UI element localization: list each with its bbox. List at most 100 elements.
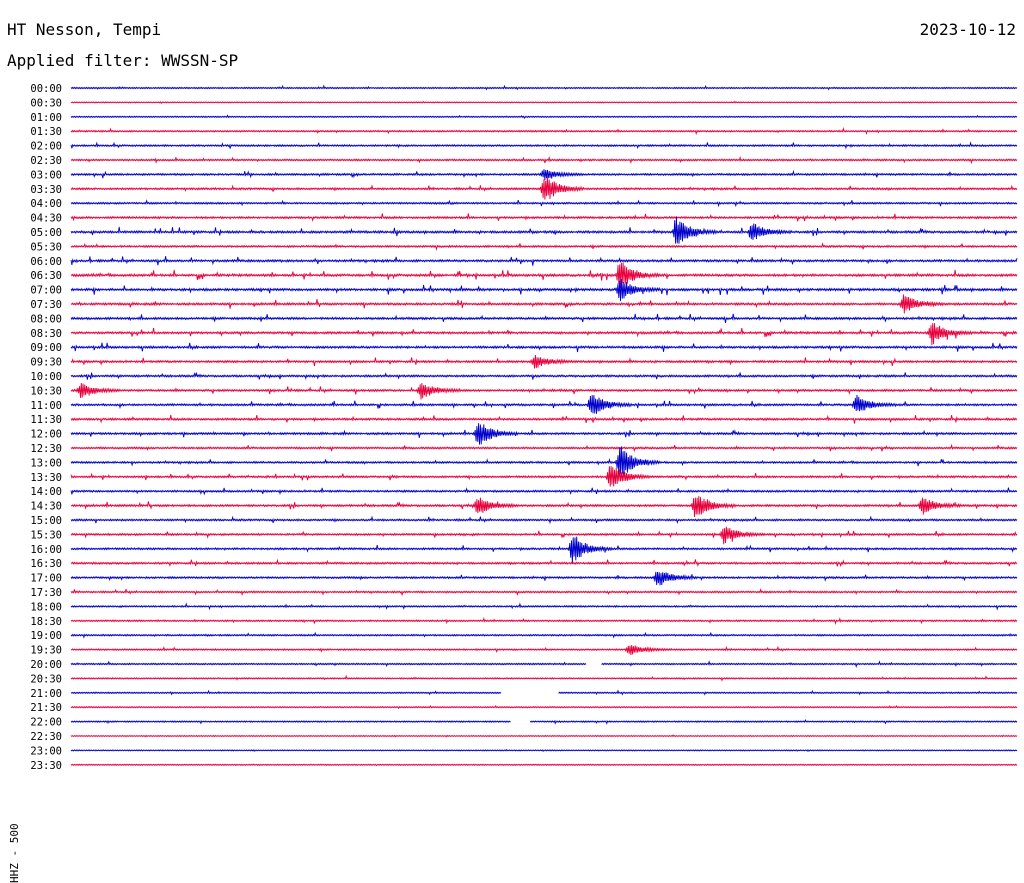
trace-line (70, 169, 1018, 180)
trace-line (70, 446, 1018, 476)
trace-line (70, 602, 1018, 611)
row-time-label: 19:00 (30, 630, 62, 642)
trace-line (70, 371, 1018, 381)
row-time-label: 11:30 (30, 414, 62, 426)
trace-line (70, 127, 1018, 136)
row-time-label: 22:30 (30, 731, 62, 743)
row-time-label: 21:30 (30, 702, 62, 714)
trace-line (70, 689, 1018, 696)
row-time-label: 15:30 (30, 529, 62, 541)
trace-line (70, 394, 1018, 414)
row-time-label: 09:00 (30, 342, 62, 354)
trace-line (70, 294, 1018, 314)
trace-line (70, 536, 1018, 564)
row-time-label: 18:00 (30, 601, 62, 613)
row-time-label: 01:00 (30, 112, 62, 124)
helicorder-page: HT Nesson, Tempi Applied filter: WWSSN-S… (7, 20, 1018, 883)
row-time-label: 14:30 (30, 501, 62, 513)
trace-line (70, 414, 1018, 424)
trace-line (70, 382, 1018, 400)
trace-line (70, 487, 1018, 496)
row-time-label: 14:00 (30, 486, 62, 498)
trace-line (70, 616, 1018, 625)
trace-line (70, 718, 1018, 725)
row-time-label: 23:00 (30, 745, 62, 757)
trace-line (70, 342, 1018, 353)
trace-line (70, 141, 1018, 150)
y-axis-label: HHZ - 500 (8, 823, 21, 883)
row-time-label: 07:30 (30, 299, 62, 311)
filter-label: Applied filter: WWSSN-SP (7, 51, 239, 70)
trace-line (70, 526, 1018, 545)
row-time-label: 11:00 (30, 400, 62, 412)
trace-line (70, 466, 1018, 487)
trace-line (70, 734, 1018, 738)
trace-line (70, 256, 1018, 266)
trace-line (70, 644, 1018, 656)
row-time-label: 01:30 (30, 126, 62, 138)
trace-line (70, 262, 1018, 289)
trace-line (70, 242, 1018, 251)
row-time-label: 16:30 (30, 558, 62, 570)
trace-line (70, 660, 1018, 669)
row-time-label: 12:00 (30, 429, 62, 441)
row-time-label: 12:30 (30, 443, 62, 455)
row-time-label: 20:00 (30, 659, 62, 671)
row-time-label: 03:00 (30, 169, 62, 181)
trace-line (70, 443, 1018, 453)
trace-line (70, 313, 1018, 323)
row-time-label: 17:30 (30, 587, 62, 599)
row-time-label: 13:00 (30, 457, 62, 469)
row-time-label: 05:30 (30, 241, 62, 253)
trace-line (70, 155, 1018, 165)
row-time-label: 23:30 (30, 760, 62, 772)
trace-line (70, 423, 1018, 445)
trace-line (70, 515, 1018, 525)
trace-line (70, 213, 1018, 223)
station-title: HT Nesson, Tempi (7, 20, 162, 39)
trace-line (70, 571, 1018, 586)
row-time-label: 18:30 (30, 616, 62, 628)
row-time-label: 10:30 (30, 385, 62, 397)
row-time-label: 15:00 (30, 515, 62, 527)
row-time-label: 00:30 (30, 97, 62, 109)
trace-line (70, 631, 1018, 639)
row-time-label: 19:30 (30, 645, 62, 657)
row-time-label: 13:30 (30, 472, 62, 484)
row-time-label: 05:00 (30, 227, 62, 239)
trace-line (70, 114, 1018, 120)
row-time-label: 10:00 (30, 371, 62, 383)
trace-line (70, 558, 1018, 568)
trace-line (70, 216, 1018, 244)
helicorder-plot: 00:00 00:30 01:00 01:30 02:00 02:30 03:00 03:30… (30, 83, 1018, 772)
row-time-label: 16:00 (30, 544, 62, 556)
row-time-label: 00:00 (30, 83, 62, 95)
trace-line (70, 322, 1018, 346)
row-time-label: 04:00 (30, 198, 62, 210)
row-time-label: 08:30 (30, 328, 62, 340)
trace-line (70, 748, 1018, 753)
trace-line (70, 496, 1018, 518)
row-time-label: 08:00 (30, 313, 62, 325)
row-time-label: 07:00 (30, 285, 62, 297)
row-time-label: 09:30 (30, 357, 62, 369)
row-time-label: 03:30 (30, 184, 62, 196)
row-time-label: 02:00 (30, 141, 62, 153)
trace-line (70, 674, 1018, 682)
row-time-label: 20:30 (30, 673, 62, 685)
row-time-label: 22:00 (30, 717, 62, 729)
trace-line (70, 763, 1018, 767)
row-time-label: 06:30 (30, 270, 62, 282)
trace-line (70, 587, 1018, 597)
trace-line (70, 354, 1018, 369)
trace-line (70, 278, 1018, 302)
trace-line (70, 199, 1018, 208)
row-time-label: 04:30 (30, 213, 62, 225)
trace-line (70, 704, 1018, 710)
trace-line (70, 100, 1018, 105)
row-time-label: 21:00 (30, 688, 62, 700)
row-time-label: 17:00 (30, 573, 62, 585)
trace-line (70, 84, 1018, 91)
row-time-label: 02:30 (30, 155, 62, 167)
row-time-label: 06:00 (30, 256, 62, 268)
